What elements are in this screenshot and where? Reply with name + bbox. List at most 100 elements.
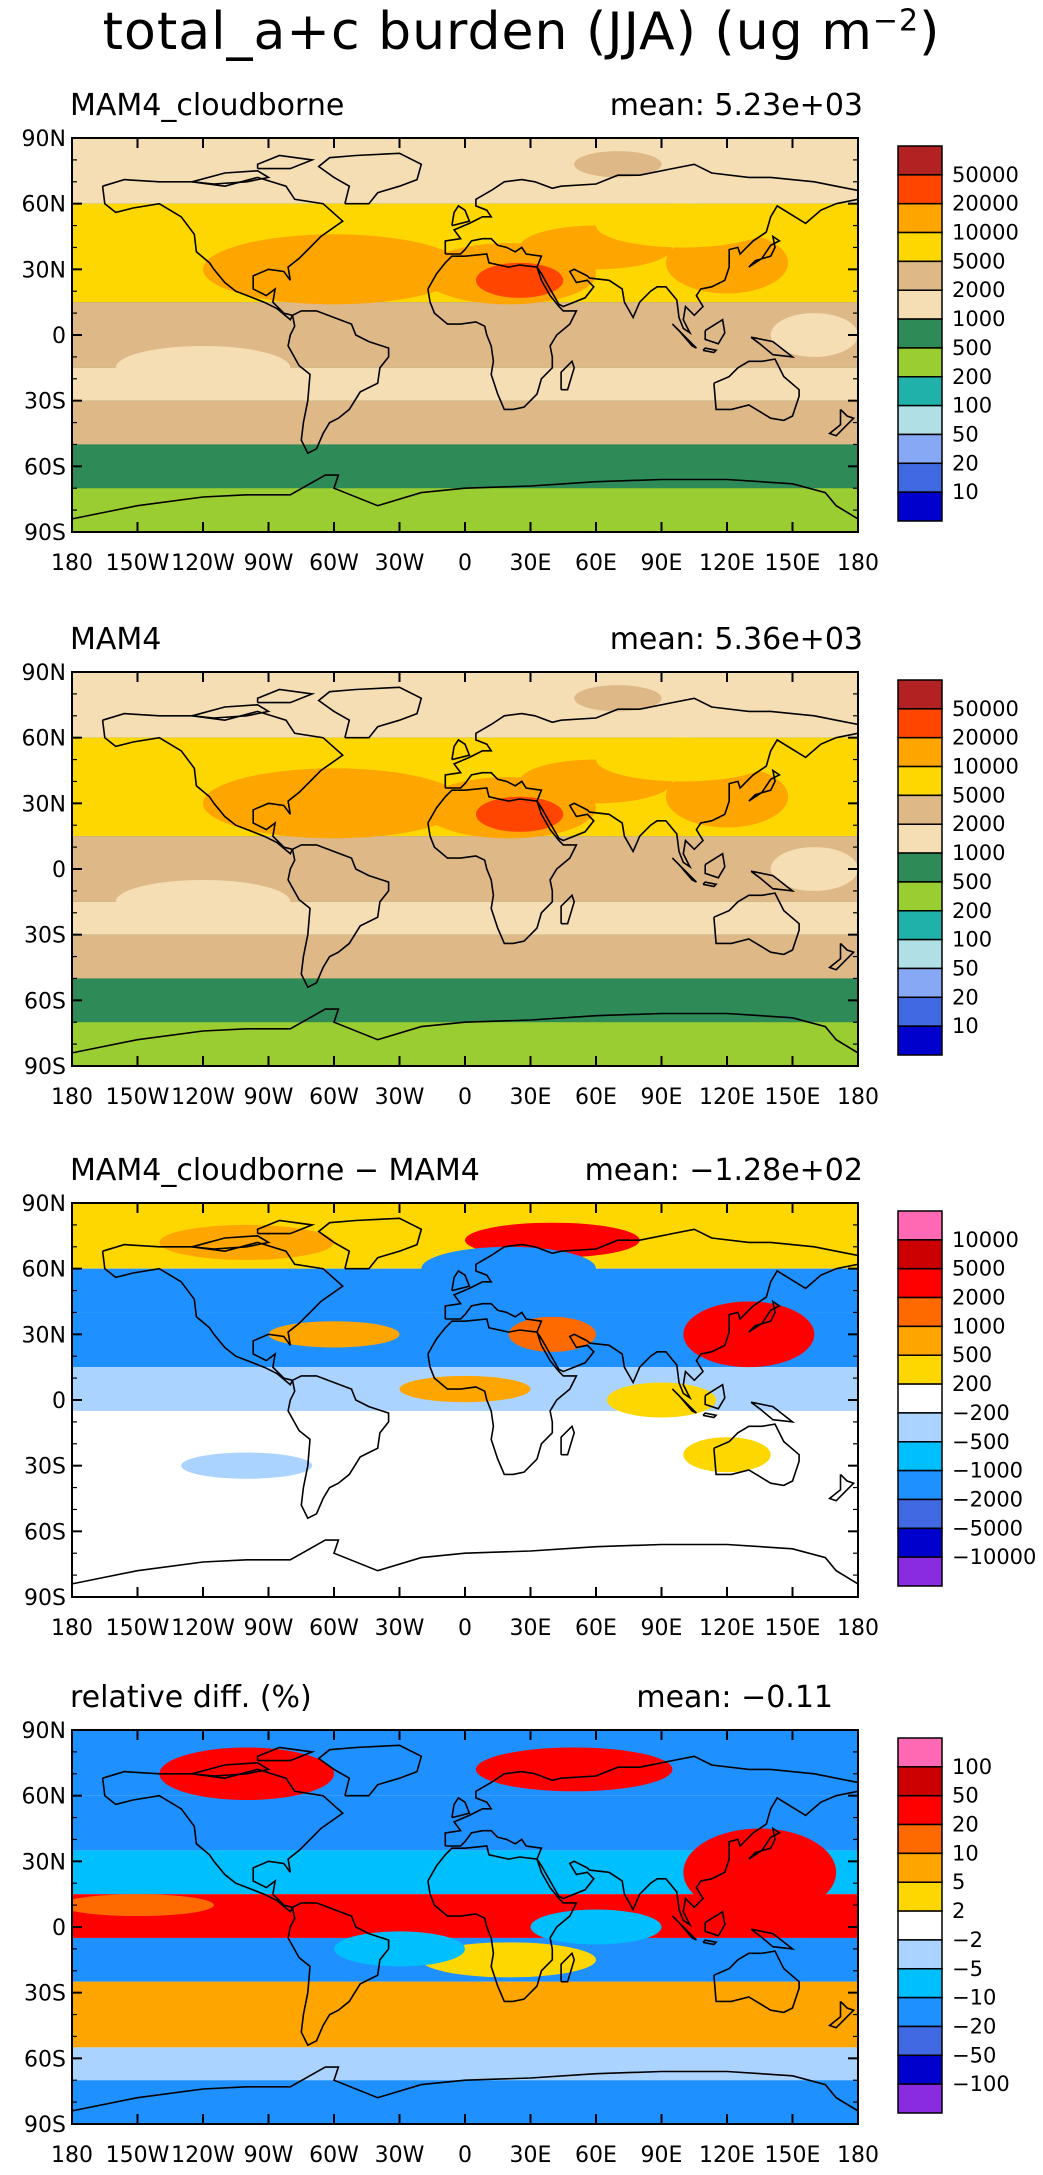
lat-tick-label: 0 <box>52 1916 66 1941</box>
coastline <box>827 942 856 971</box>
field-band <box>72 444 858 489</box>
lat-tick-label: 60N <box>22 193 66 218</box>
lon-tick-label: 90W <box>244 1085 294 1110</box>
colorbar-swatch <box>897 347 943 378</box>
coastline <box>287 310 390 455</box>
colorbar-swatch <box>897 1354 943 1385</box>
coastline <box>444 1228 858 1401</box>
lat-tick-label: 90N <box>22 661 66 686</box>
colorbar-label: −5 <box>952 1957 983 1981</box>
coastline <box>444 1755 858 1928</box>
lon-tick-label: 30W <box>375 2143 425 2168</box>
coastline <box>713 892 800 956</box>
lon-tick-label: 150W <box>106 1085 170 1110</box>
field-region <box>203 234 465 305</box>
lat-tick-label: 60S <box>24 2047 66 2072</box>
colorbar-label: 500 <box>952 870 992 894</box>
panel-mean: mean: −0.11 <box>636 1680 833 1715</box>
colorbar-swatch <box>897 202 943 234</box>
coastline <box>750 1401 796 1424</box>
field-band <box>72 2047 858 2081</box>
colorbar-label: 10 <box>952 480 979 504</box>
coastline <box>444 697 858 870</box>
lon-tick-label: 120E <box>699 1616 755 1641</box>
colorbar-swatch <box>897 852 943 883</box>
coastline <box>671 1915 697 1941</box>
panel-mam4: MAM4 mean: 5.36e+03 90N 60N 30N 0 30S 60S 90S 1… <box>0 622 1043 1122</box>
field-region <box>475 1747 673 1792</box>
colorbar-label: 100 <box>952 394 992 418</box>
colorbar-label: −500 <box>952 1430 1010 1454</box>
map-plot: 90N 60N 30N 0 30S 60S 90S 180 150W 120W 90W 60W 30W 0… <box>22 661 1019 1110</box>
coastline <box>317 686 423 739</box>
map-plot: 90N 60N 30N 0 30S 60S 90S 180 150W 120W 90W 60W 30W 0… <box>22 127 1019 576</box>
field-region <box>334 1931 465 1967</box>
colorbar-swatch <box>897 967 943 999</box>
colorbar-swatch <box>897 462 943 493</box>
field-band <box>72 138 858 204</box>
lon-tick-label: 60E <box>575 551 617 576</box>
coastline <box>560 1424 576 1456</box>
lat-tick-label: 30S <box>24 390 66 415</box>
coastline <box>451 204 471 227</box>
field-band <box>72 934 858 979</box>
colorbar-label: 2000 <box>952 812 1005 836</box>
colorbar-label: 2 <box>952 1899 965 1923</box>
colorbar-label: 100 <box>952 1755 992 1779</box>
figure-title: total_a+c burden (JJA) (ug m−2) <box>0 2 1043 62</box>
colorbar-swatch <box>897 881 943 912</box>
field-band <box>72 400 858 445</box>
colorbar-swatch <box>897 433 943 465</box>
coastline <box>191 169 271 185</box>
lon-tick-label: 90E <box>641 1616 683 1641</box>
lon-tick-label: 90E <box>641 1085 683 1110</box>
lon-tick-label: 180 <box>51 2143 93 2168</box>
colorbar-label: −200 <box>952 1401 1010 1425</box>
lon-tick-label: 30W <box>375 1616 425 1641</box>
colorbar-swatch <box>897 1469 943 1501</box>
coastlines <box>72 1217 858 1585</box>
coastline <box>317 1217 423 1270</box>
field-region <box>72 1894 214 1917</box>
colorbar-label: 10000 <box>952 221 1019 245</box>
coastline <box>748 234 781 268</box>
lon-tick-label: 90W <box>244 1616 294 1641</box>
lon-tick-label: 30W <box>375 1085 425 1110</box>
colorbar-swatch <box>897 231 943 263</box>
lat-tick-label: 90S <box>24 1586 66 1611</box>
colorbar-label: 200 <box>952 1372 992 1396</box>
coastline <box>750 1928 796 1951</box>
field-region <box>475 796 564 832</box>
coastline <box>750 870 796 893</box>
colorbar-swatch <box>897 1267 943 1299</box>
field-region <box>115 879 291 924</box>
colorbar-swatch <box>897 289 943 320</box>
lat-tick-label: 0 <box>52 324 66 349</box>
lon-tick-label: 150E <box>765 1085 821 1110</box>
coastline <box>748 1826 781 1860</box>
map-field <box>72 672 858 1066</box>
panel-label: MAM4 <box>70 622 162 657</box>
lon-tick-label: 150W <box>106 1616 170 1641</box>
colorbar-swatch <box>897 1498 943 1530</box>
coastline <box>427 787 578 945</box>
field-region <box>606 1382 717 1418</box>
lon-tick-label: 180 <box>837 2143 879 2168</box>
coastline <box>713 1423 800 1487</box>
coastline <box>713 358 800 422</box>
colorbar-swatch <box>897 938 943 970</box>
map-field <box>72 1730 858 2124</box>
field-region <box>421 1246 596 1291</box>
coastline <box>704 318 726 345</box>
colorbar-swatch <box>897 260 943 291</box>
field-region <box>683 1437 771 1473</box>
map-field <box>72 1203 858 1597</box>
colorbar-label: −20 <box>952 2014 996 2038</box>
colorbar-label: 5 <box>952 1870 965 1894</box>
colorbar-swatch <box>897 1441 943 1472</box>
colorbar: 10000 5000 2000 1000 500 200 −200 −500 −1000 −200… <box>897 1210 1036 1587</box>
panel-cloudborne: MAM4_cloudborne mean: 5.23e+03 90N 60N 30N… <box>0 88 1043 588</box>
lon-tick-label: 120E <box>699 551 755 576</box>
lon-tick-label: 30E <box>510 2143 552 2168</box>
field-region <box>203 1997 378 2033</box>
